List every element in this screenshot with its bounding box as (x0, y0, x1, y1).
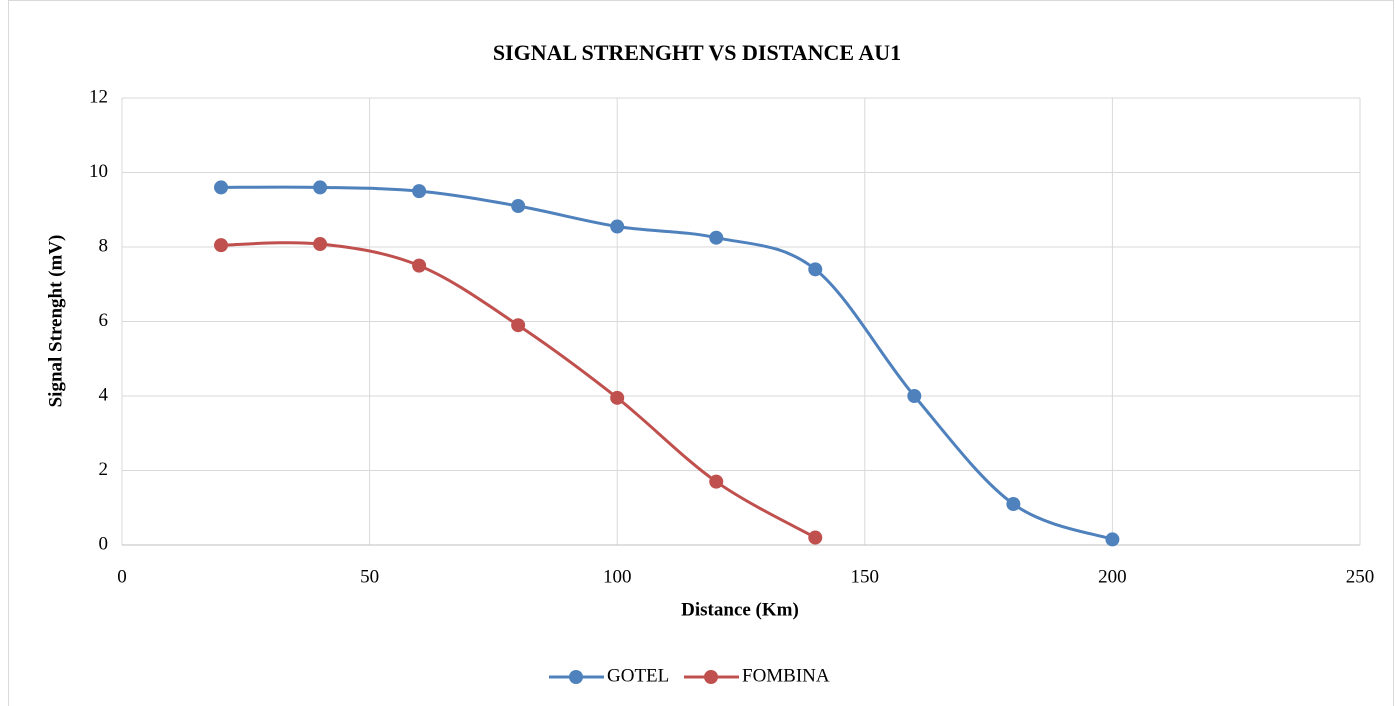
series-line (221, 185, 1113, 541)
data-point (412, 184, 427, 199)
data-point (511, 199, 526, 214)
data-point (610, 219, 625, 234)
data-point (808, 530, 823, 545)
data-point (1105, 532, 1120, 547)
data-point (313, 237, 328, 252)
x-tick-label: 100 (603, 566, 632, 587)
legend-marker (704, 670, 718, 684)
data-point (709, 230, 724, 245)
y-tick-label: 10 (89, 161, 108, 182)
x-tick-label: 150 (851, 566, 880, 587)
data-point (808, 262, 823, 277)
y-tick-label: 4 (99, 384, 109, 405)
data-point (610, 390, 625, 405)
data-point (511, 318, 526, 333)
x-tick-label: 50 (360, 566, 379, 587)
data-point (214, 180, 229, 195)
data-point (1006, 497, 1021, 512)
y-axis-label: Signal Strenght (mV) (45, 235, 66, 408)
data-point (313, 180, 328, 195)
data-point (907, 389, 922, 403)
data-point (709, 474, 724, 489)
chart-frame (8, 0, 1394, 706)
legend-label: GOTEL (607, 665, 669, 686)
chart-title: SIGNAL STRENGHT VS DISTANCE AU1 (493, 40, 901, 65)
data-point (412, 258, 427, 273)
y-tick-label: 6 (99, 310, 109, 331)
x-axis-label: Distance (Km) (681, 599, 799, 620)
x-tick-label: 200 (1098, 566, 1127, 587)
y-tick-label: 12 (89, 86, 108, 107)
y-tick-label: 2 (99, 459, 109, 480)
legend-label: FOMBINA (742, 665, 830, 686)
data-point (214, 238, 229, 253)
x-tick-label: 0 (117, 566, 127, 587)
y-tick-label: 0 (99, 533, 109, 554)
x-tick-label: 250 (1346, 566, 1375, 587)
legend-marker (569, 670, 583, 684)
y-tick-label: 8 (99, 235, 109, 256)
